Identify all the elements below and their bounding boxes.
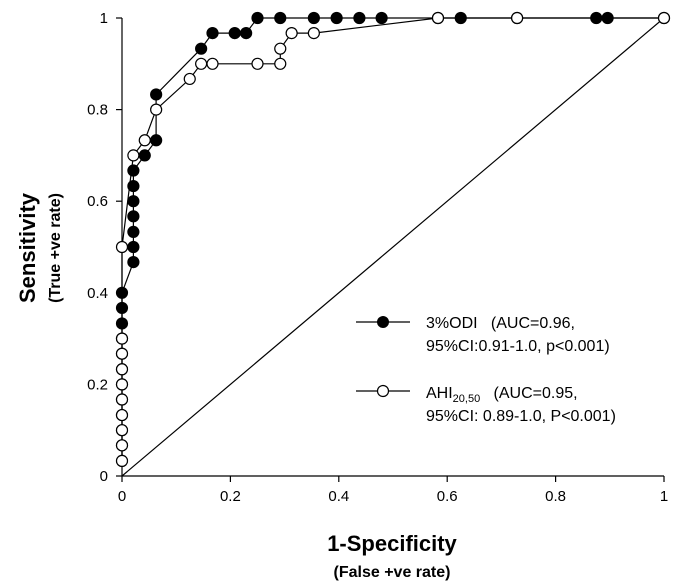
data-point-ahi <box>511 11 524 25</box>
y-tick-label: 0 <box>100 468 108 485</box>
data-point-ahi <box>115 424 129 437</box>
y-tick-label: 0.6 <box>87 193 108 210</box>
data-point-odi <box>127 210 140 223</box>
axis-ticks: 0 0.2 0.4 0.6 0.8 1 0 0.2 0.4 0.6 0.8 1 <box>87 10 668 505</box>
legend-text-odi-line1: 3%ODI (AUC=0.96, <box>426 315 575 332</box>
data-point-ahi <box>274 57 287 70</box>
x-tick-label: 0.8 <box>545 488 566 505</box>
x-axis-title: 1-Specificity <box>327 531 457 556</box>
data-point-odi <box>127 164 140 177</box>
y-axis-title: Sensitivity <box>15 192 40 303</box>
data-point-odi <box>274 11 287 25</box>
reference-line-group <box>121 17 665 477</box>
legend-ahi-base: AHI <box>426 385 453 402</box>
data-point-ahi <box>115 378 129 391</box>
legend-ahi-rest: (AUC=0.95, <box>480 385 577 402</box>
data-point-odi <box>127 179 140 193</box>
x-tick-label: 0.2 <box>220 488 241 505</box>
legend-marker-ahi <box>376 384 390 398</box>
data-point-odi <box>206 27 219 40</box>
data-point-odi <box>127 240 140 254</box>
data-point-odi <box>115 301 129 315</box>
data-point-ahi <box>115 439 129 452</box>
series-group <box>115 11 671 467</box>
data-point-ahi <box>195 57 208 70</box>
data-point-ahi <box>115 332 129 345</box>
data-point-odi <box>138 149 151 162</box>
data-point-odi <box>454 11 467 25</box>
data-point-ahi <box>150 103 163 116</box>
data-point-odi <box>127 256 140 269</box>
data-point-odi <box>115 286 129 299</box>
data-point-odi <box>150 88 163 101</box>
data-point-odi <box>115 317 129 330</box>
data-point-odi <box>601 11 614 25</box>
data-point-ahi <box>127 149 140 162</box>
legend-text-ahi-line1: AHI20,50 (AUC=0.95, <box>426 385 578 405</box>
x-tick-label: 0.4 <box>328 488 349 505</box>
data-point-odi <box>127 195 140 208</box>
data-point-ahi <box>115 347 129 360</box>
data-point-ahi <box>115 363 129 376</box>
data-point-ahi <box>115 393 129 406</box>
data-point-odi <box>307 11 320 25</box>
data-point-ahi <box>657 11 671 25</box>
reference-diagonal-line <box>121 17 665 477</box>
series-line-ahi <box>121 17 664 461</box>
data-point-ahi <box>431 11 445 25</box>
data-point-odi <box>195 42 208 55</box>
data-point-ahi <box>274 42 287 55</box>
x-tick-label: 0 <box>118 488 126 505</box>
data-point-ahi <box>206 57 219 70</box>
data-point-odi <box>150 134 163 147</box>
legend: 3%ODI (AUC=0.96, 95%CI:0.91-1.0, p<0.001… <box>356 315 616 425</box>
data-point-ahi <box>307 27 320 40</box>
x-axis-subtitle: (False +ve rate) <box>334 564 451 581</box>
data-point-ahi <box>285 27 298 40</box>
data-point-odi <box>127 225 140 238</box>
legend-text-odi-line2: 95%CI:0.91-1.0, p<0.001) <box>426 338 610 355</box>
data-point-odi <box>330 11 343 25</box>
legend-ahi-subscript: 20,50 <box>453 393 481 405</box>
data-point-odi <box>240 27 253 40</box>
legend-text-ahi-line2: 95%CI: 0.89-1.0, P<0.001) <box>426 408 616 425</box>
y-tick-label: 1 <box>100 10 108 27</box>
y-tick-label: 0.8 <box>87 102 108 119</box>
y-tick-label: 0.4 <box>87 285 108 302</box>
data-point-ahi <box>138 134 151 147</box>
y-axis-subtitle: (True +ve rate) <box>47 193 64 303</box>
data-point-ahi <box>183 72 196 86</box>
data-point-odi <box>251 11 264 25</box>
data-point-ahi <box>115 240 129 254</box>
data-point-ahi <box>115 454 129 467</box>
data-point-odi <box>228 27 241 40</box>
y-tick-label: 0.2 <box>87 376 108 393</box>
x-tick-label: 1 <box>660 488 668 505</box>
data-point-odi <box>590 11 603 25</box>
data-point-odi <box>353 11 366 25</box>
data-point-odi <box>375 11 388 25</box>
data-point-ahi <box>251 57 264 70</box>
legend-marker-odi <box>377 316 389 328</box>
data-point-ahi <box>115 408 129 422</box>
series-line-odi <box>121 17 664 461</box>
x-tick-label: 0.6 <box>437 488 458 505</box>
